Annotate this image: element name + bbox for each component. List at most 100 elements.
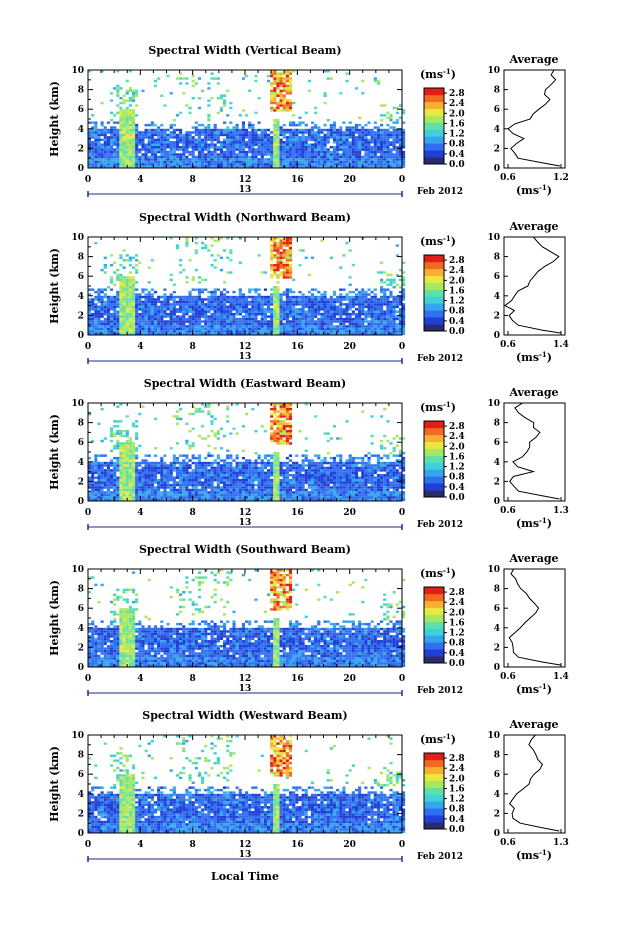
heatmap-cell [279,131,283,134]
heatmap-cell [94,481,98,484]
heatmap-cell [194,491,198,494]
heatmap-cell [310,322,315,326]
heatmap-cell [273,266,277,269]
heatmap-cell [103,143,107,146]
heatmap-cell [364,330,368,333]
heatmap-cell [204,469,208,472]
heatmap-cell [106,486,110,489]
heatmap-cell [125,434,129,438]
heatmap-cell [100,493,104,497]
heatmap-cell [131,466,136,470]
heatmap-cell [122,478,126,482]
heatmap-cell [332,123,337,127]
heatmap-cell [279,84,283,88]
heatmap-cell [216,471,220,475]
heatmap-cell [182,481,186,484]
heatmap-cell [329,123,333,127]
heatmap-cell [392,317,396,321]
heatmap-cell [304,111,308,115]
heatmap-cell [320,128,324,132]
heatmap-cell [219,496,224,499]
heatmap-cell [144,332,148,335]
heatmap-cell [351,332,355,335]
heatmap-cell [329,131,333,134]
heatmap-cell [248,315,252,318]
heatmap-cell [332,300,337,304]
heatmap-cell [235,141,239,144]
heatmap-cell [370,141,374,144]
heatmap-cell [207,104,211,107]
heatmap-cell [179,322,183,326]
heatmap-cell [285,165,289,168]
heatmap-cell [182,145,186,149]
heatmap-cell [229,308,233,311]
heatmap-cell [232,155,236,159]
heatmap-cell [210,315,214,318]
heatmap-cell [348,249,352,252]
heatmap-cell [128,87,132,90]
heatmap-cell [285,295,289,299]
heatmap-cell [216,300,220,304]
heatmap-cell [175,244,180,247]
average-x-tick-label: 1.2 [553,173,569,183]
heatmap-cell [326,300,330,304]
heatmap-cell [332,133,337,137]
heatmap-cell [351,320,355,323]
heatmap-cell [232,300,236,304]
heatmap-cell [119,106,123,110]
heatmap-cell [103,486,107,489]
heatmap-cell [119,325,123,328]
heatmap-cell [116,155,120,159]
heatmap-cell [125,447,129,450]
heatmap-cell [248,126,252,129]
heatmap-cell [251,136,255,139]
heatmap-cell [288,145,293,149]
heatmap-cell [320,143,324,146]
heatmap-cell [282,79,286,83]
heatmap-cell [389,315,393,318]
heatmap-cell [279,310,283,313]
average-y-tick-label: 0 [494,164,500,174]
heatmap-cell [150,332,154,335]
heatmap-cell [160,461,164,465]
average-y-tick-label: 8 [494,86,500,96]
heatmap-cell [395,327,399,331]
heatmap-cell [122,317,126,321]
heatmap-cell [238,300,242,304]
heatmap-cell [298,143,302,146]
heatmap-cell [276,286,280,289]
heatmap-cell [351,160,355,164]
heatmap-cell [150,486,154,489]
heatmap-cell [310,308,315,311]
heatmap-cell [270,141,274,144]
heatmap-cell [367,150,371,154]
heatmap-cell [157,310,161,313]
heatmap-cell [216,308,220,311]
heatmap-cell [235,158,239,161]
heatmap-cell [323,327,327,331]
heatmap-cell [97,478,101,482]
heatmap-cell [113,131,117,134]
heatmap-cell [326,163,330,166]
heatmap-cell [270,330,274,333]
heatmap-cell [395,332,399,335]
heatmap-cell [97,317,101,321]
heatmap-cell [323,295,327,299]
heatmap-cell [135,131,139,134]
heatmap-cell [276,246,280,250]
heatmap-cell [169,471,173,475]
heatmap-cell [223,249,227,252]
heatmap-cell [197,322,202,326]
heatmap-cell [320,308,324,311]
heatmap-cell [125,136,129,139]
heatmap-cell [163,481,167,484]
heatmap-cell [116,160,120,164]
heatmap-cell [226,163,230,166]
heatmap-cell [169,136,173,139]
heatmap-cell [241,143,245,146]
heatmap-cell [251,310,255,313]
heatmap-cell [116,320,120,323]
heatmap-cell [307,148,311,151]
heatmap-cell [288,244,293,247]
heatmap-cell [295,312,299,316]
